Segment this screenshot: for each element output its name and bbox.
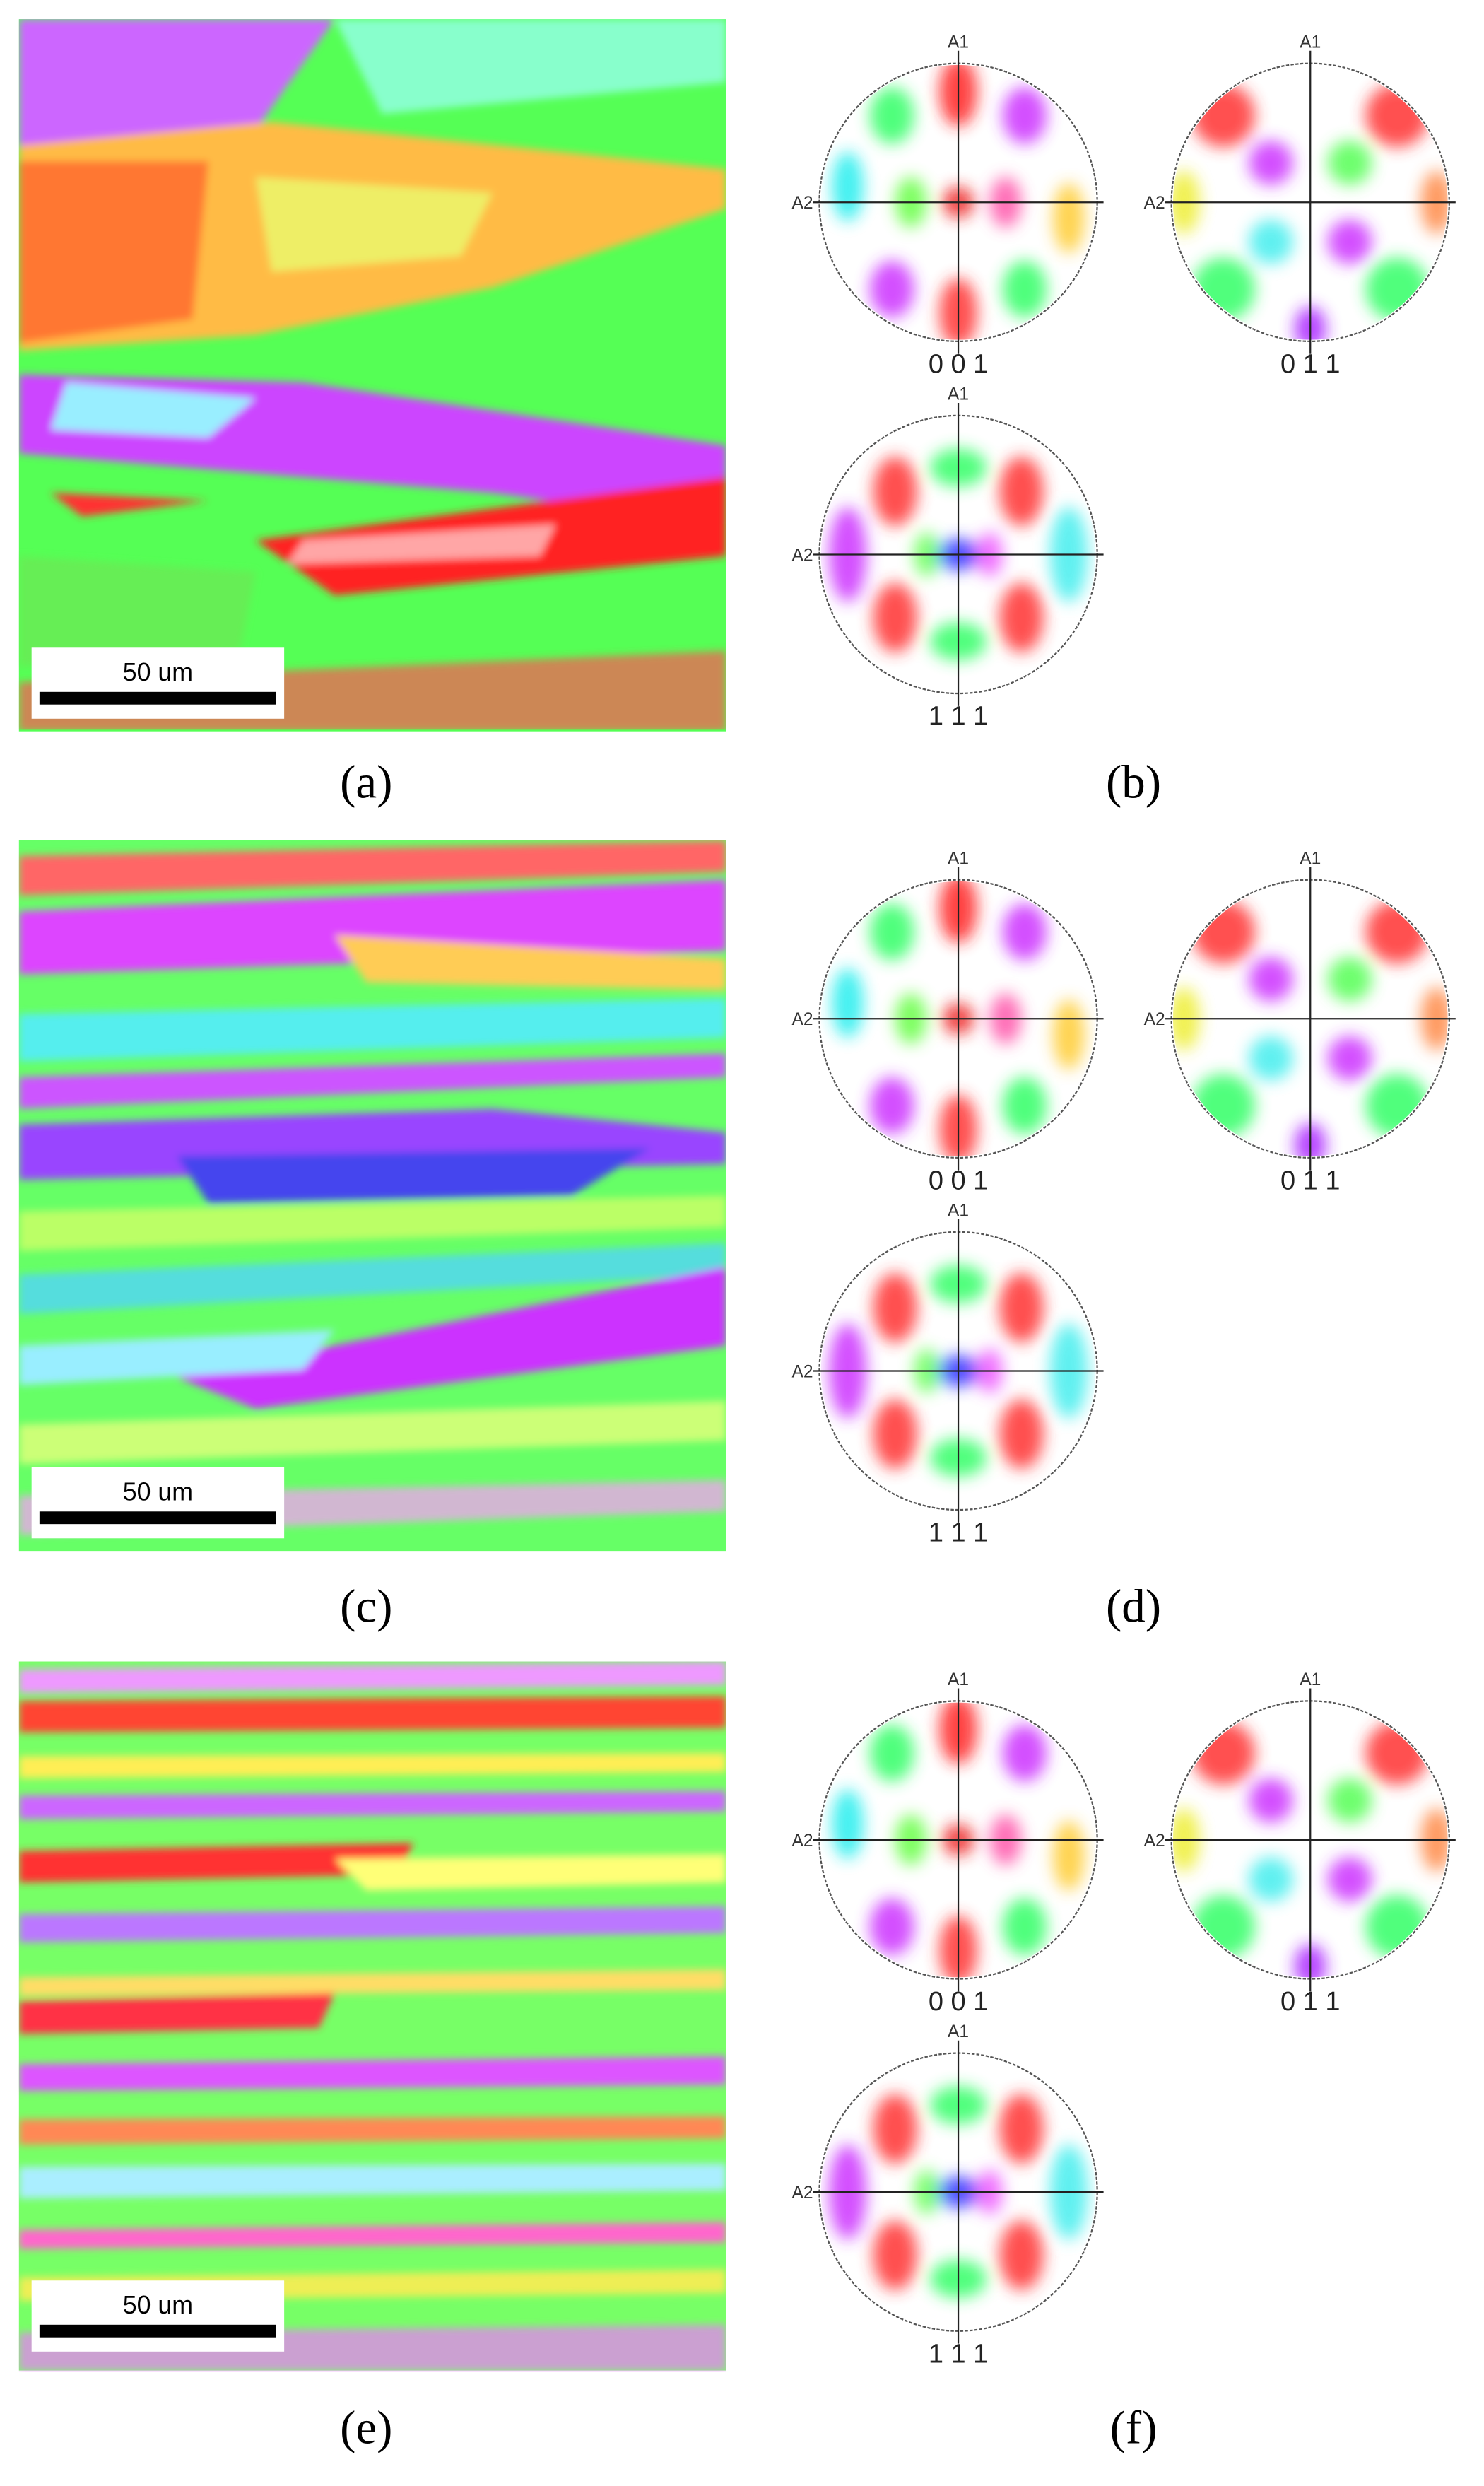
- panel-label: (a): [340, 756, 392, 809]
- axis-label: A2: [791, 194, 813, 213]
- pole-figure: [813, 1219, 1104, 1523]
- axis-label: A1: [948, 33, 969, 52]
- axis-label: A1: [1300, 33, 1321, 52]
- axis-label: A2: [791, 1831, 813, 1851]
- pole-figure: [813, 1689, 1104, 1992]
- axis-label: A1: [948, 849, 969, 868]
- orientation-map: 50 um: [18, 19, 726, 732]
- panel-label: (f): [1110, 2401, 1158, 2453]
- scale-bar-box: [31, 2280, 285, 2352]
- pole-figure-title: 0 1 1: [1280, 1166, 1340, 1196]
- pole-figure: [813, 867, 1104, 1171]
- scale-bar-label: 50 um: [123, 658, 193, 686]
- scale-bar: [39, 1511, 276, 1525]
- scale-bar-label: 50 um: [123, 1478, 193, 1506]
- pole-figure-title: 0 1 1: [1280, 1987, 1340, 2017]
- scale-bar-box: [31, 1467, 285, 1539]
- pole-figure-title: 1 1 1: [929, 1518, 988, 1548]
- axis-label: A1: [948, 385, 969, 404]
- pole-figure: [813, 51, 1104, 354]
- scale-bar: [39, 2324, 276, 2338]
- pole-figure-title: 1 1 1: [929, 702, 988, 732]
- panel-label: (b): [1106, 756, 1161, 809]
- axis-label: A1: [1300, 849, 1321, 868]
- pole-figure: [1165, 51, 1456, 354]
- axis-label: A2: [791, 2183, 813, 2203]
- panel-label: (c): [340, 1581, 392, 1633]
- pole-figure: [1165, 867, 1456, 1171]
- axis-label: A2: [1144, 194, 1165, 213]
- scale-bar: [39, 691, 276, 705]
- pole-figure: [813, 2041, 1104, 2344]
- pole-figures: A1 A2 0 0 1 A1 A2 0 1 1 A1 A2 1 1 1 A1 A2 0 0 1 A1 A2…: [791, 33, 1455, 2369]
- pole-figure: [1165, 1689, 1456, 1992]
- axis-label: A2: [791, 546, 813, 565]
- axis-label: A1: [948, 1202, 969, 1221]
- axis-label: A1: [1300, 1670, 1321, 1689]
- pole-figure-title: 0 0 1: [929, 350, 988, 380]
- pole-figure-title: 0 0 1: [929, 1987, 988, 2017]
- pole-figure-title: 0 0 1: [929, 1166, 988, 1196]
- pole-figure-title: 0 1 1: [1280, 350, 1340, 380]
- orientation-map: 50 um: [18, 1661, 726, 2371]
- axis-label: A2: [1144, 1831, 1165, 1851]
- panel-label: (d): [1106, 1581, 1161, 1633]
- scale-bar-box: [31, 647, 285, 719]
- axis-label: A2: [1144, 1010, 1165, 1029]
- pole-figure: [813, 403, 1104, 706]
- pole-figure-title: 1 1 1: [929, 2339, 988, 2369]
- axis-label: A2: [791, 1362, 813, 1381]
- axis-label: A1: [948, 2022, 969, 2041]
- scale-bar-label: 50 um: [123, 2291, 193, 2319]
- orientation-map: 50 um: [18, 840, 726, 1552]
- axis-label: A2: [791, 1010, 813, 1029]
- axis-label: A1: [948, 1670, 969, 1689]
- panel-label: (e): [340, 2401, 392, 2453]
